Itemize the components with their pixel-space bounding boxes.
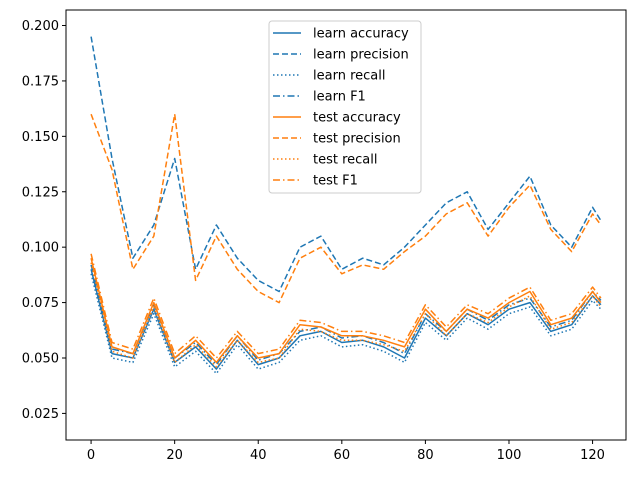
x-axis: 0 20 40 60 80 100 120	[87, 440, 605, 463]
y-axis: 0.025 0.050 0.075 0.100 0.125 0.150 0.175 0.200	[22, 19, 66, 422]
x-tick-label: 60	[334, 448, 351, 463]
series-line-6	[90, 262, 602, 368]
legend-label: learn recall	[313, 69, 385, 84]
legend-label: test recall	[313, 153, 378, 168]
legend-item: test F1	[273, 174, 358, 189]
legend-item: learn recall	[273, 69, 385, 84]
x-tick-label: 100	[497, 448, 522, 463]
series-line-7	[90, 253, 602, 359]
x-tick-label: 120	[580, 448, 605, 463]
legend-item: learn accuracy	[273, 27, 409, 42]
y-tick-label: 0.075	[22, 296, 59, 311]
legend-label: test accuracy	[313, 111, 401, 126]
y-tick-label: 0.100	[22, 241, 59, 256]
legend-item: test accuracy	[273, 111, 401, 126]
series-line-4	[90, 258, 602, 364]
series-line-5	[90, 113, 602, 304]
series-line-1	[90, 36, 602, 293]
legend-label: learn precision	[313, 48, 409, 63]
x-tick-label: 20	[166, 448, 183, 463]
y-tick-label: 0.175	[22, 74, 59, 89]
legend-item: test precision	[273, 132, 401, 147]
legend-item: learn precision	[273, 48, 409, 63]
y-tick-label: 0.050	[22, 351, 59, 366]
y-tick-label: 0.150	[22, 130, 59, 145]
y-tick-label: 0.025	[22, 407, 59, 422]
legend-label: test F1	[313, 174, 358, 189]
series-line-0	[90, 269, 602, 370]
y-tick-label: 0.200	[22, 19, 59, 34]
x-tick-label: 0	[87, 448, 95, 463]
y-tick-label: 0.125	[22, 185, 59, 200]
legend-label: learn F1	[313, 90, 366, 105]
plot-frame	[65, 9, 627, 441]
legend-item: learn F1	[273, 90, 366, 105]
legend: learn accuracy learn precision learn recal…	[268, 20, 422, 194]
x-tick-label: 80	[417, 448, 434, 463]
series-line-2	[90, 273, 602, 375]
legend-label: test precision	[313, 132, 401, 147]
legend-label: learn accuracy	[313, 27, 409, 42]
legend-item: test recall	[273, 153, 378, 168]
x-tick-label: 40	[250, 448, 267, 463]
legend-box	[268, 20, 422, 194]
series-layer	[90, 36, 602, 375]
